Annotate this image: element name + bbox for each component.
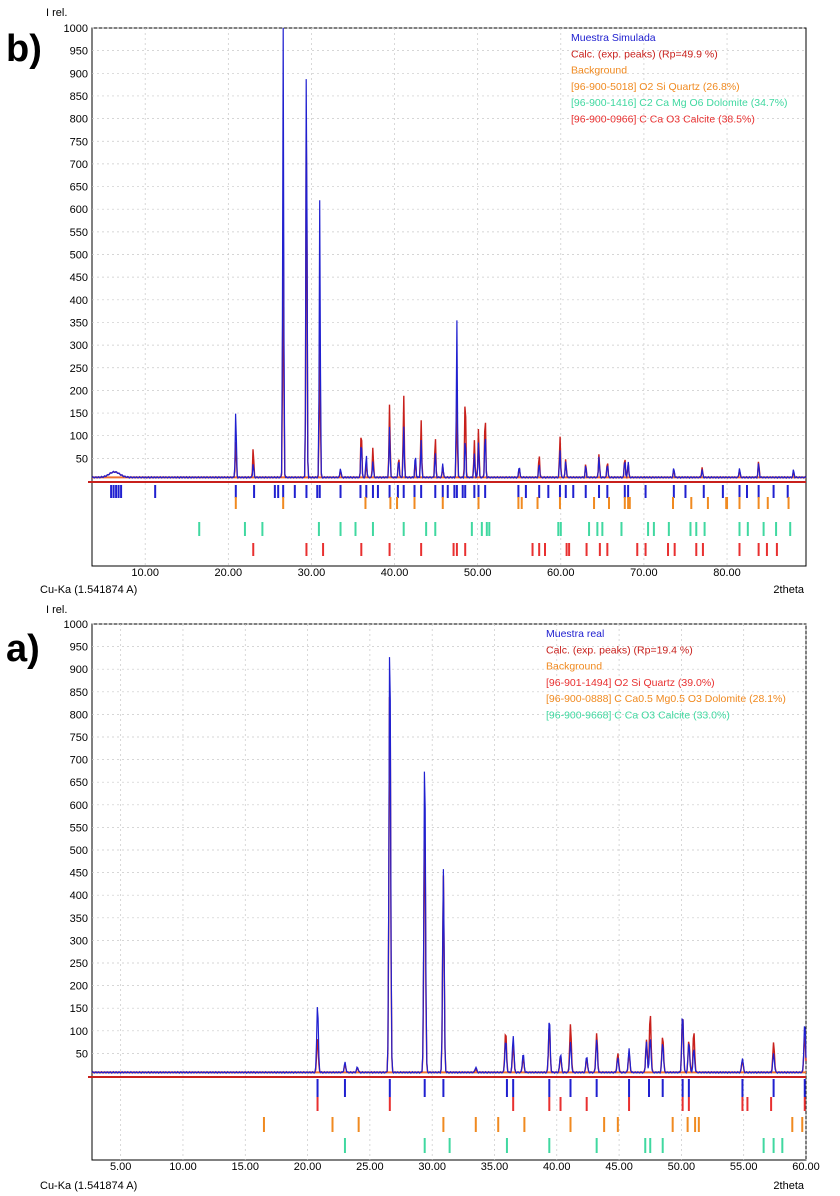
- chartb-y-tick-label: 250: [70, 363, 88, 375]
- chartb-x-tick-label: 40.00: [381, 567, 409, 579]
- chartb-y-tick-label: 550: [70, 227, 88, 239]
- panel-label-b: b): [6, 28, 42, 70]
- charta-x-tick-label: 5.00: [110, 1161, 131, 1173]
- chartb-y-tick-label: 900: [70, 68, 88, 80]
- charta-x-tick-label: 60.00: [792, 1161, 820, 1173]
- chartb-y-tick-label: 300: [70, 340, 88, 352]
- chartb-y-tick-label: 50: [76, 453, 88, 465]
- chartb-y-tick-label: 750: [70, 136, 88, 148]
- chartb-x-axis-label: 2theta: [773, 584, 804, 596]
- charta-measured-profile-line: [91, 657, 807, 1075]
- chartb-y-tick-label: 100: [70, 431, 88, 443]
- charta-y-tick-label: 650: [70, 777, 88, 789]
- panel-label-a: a): [6, 628, 40, 670]
- chartb-legend-entry: Calc. (exp. peaks) (Rp=49.9 %): [571, 48, 718, 60]
- charta-y-axis-label: I rel.: [46, 604, 67, 616]
- charta-y-tick-label: 800: [70, 709, 88, 721]
- charta-legend-entry: Background: [546, 661, 602, 673]
- charta-radiation-label: Cu-Ka (1.541874 A): [40, 1180, 137, 1192]
- chartb-y-tick-label: 950: [70, 46, 88, 58]
- chartb-x-tick-label: 70.00: [630, 567, 658, 579]
- chartb-legend-entry: Background: [571, 65, 627, 77]
- charta-x-tick-label: 25.00: [356, 1161, 384, 1173]
- charta-legend-entry: [96-900-0888] C Ca0.5 Mg0.5 O3 Dolomite …: [546, 693, 786, 705]
- chartb-measured-profile-line: [91, 27, 807, 480]
- charta-y-tick-label: 550: [70, 822, 88, 834]
- charta-legend-entry: [96-900-9668] C Ca O3 Calcite (33.0%): [546, 710, 730, 722]
- chartb-legend-entry: Muestra Simulada: [571, 32, 656, 44]
- charta-x-tick-label: 50.00: [668, 1161, 696, 1173]
- chartb-calculated-profile-line: [91, 125, 807, 480]
- chartb-panel: 50 100 150 200 250 300 350 400 450 500 550 600 650 70…: [40, 7, 807, 596]
- charta-x-tick-label: 10.00: [169, 1161, 197, 1173]
- charta-y-tick-label: 350: [70, 913, 88, 925]
- charta-y-tick-label: 500: [70, 845, 88, 857]
- charta-y-tick-label: 900: [70, 664, 88, 676]
- charta-x-tick-label: 30.00: [418, 1161, 446, 1173]
- chartb-x-tick-label: 50.00: [464, 567, 492, 579]
- charta-y-tick-label: 850: [70, 687, 88, 699]
- chartb-y-tick-label: 500: [70, 250, 88, 262]
- charta-y-tick-label: 150: [70, 1003, 88, 1015]
- chartb-y-tick-label: 1000: [64, 23, 88, 35]
- chartb-y-tick-label: 200: [70, 385, 88, 397]
- chartb-legend-entry: [96-900-5018] O2 Si Quartz (26.8%): [571, 81, 740, 93]
- charta-y-tick-label: 700: [70, 755, 88, 767]
- charta-x-tick-label: 15.00: [232, 1161, 260, 1173]
- chartb-y-tick-label: 700: [70, 159, 88, 171]
- charta-legend-entry: [96-901-1494] O2 Si Quartz (39.0%): [546, 677, 715, 689]
- charta-legend-entry: Calc. (exp. peaks) (Rp=19.4 %): [546, 644, 693, 656]
- chartb-x-tick-label: 60.00: [547, 567, 575, 579]
- charta-x-tick-label: 40.00: [543, 1161, 571, 1173]
- charta-y-tick-label: 300: [70, 935, 88, 947]
- chartb-y-tick-label: 350: [70, 317, 88, 329]
- chartb-y-tick-label: 650: [70, 182, 88, 194]
- chartb-radiation-label: Cu-Ka (1.541874 A): [40, 584, 137, 596]
- charta-calculated-profile-line: [91, 696, 807, 1074]
- chartb-x-tick-label: 80.00: [713, 567, 741, 579]
- charta-x-axis-label: 2theta: [773, 1180, 804, 1192]
- charta-panel: 50 100 150 200 250 300 350 400 450 500 550 600 650 70…: [40, 604, 820, 1192]
- chartb-x-tick-label: 20.00: [215, 567, 243, 579]
- charta-x-tick-label: 55.00: [730, 1161, 758, 1173]
- charta-y-tick-label: 250: [70, 958, 88, 970]
- charta-y-tick-label: 600: [70, 800, 88, 812]
- chartb-y-tick-label: 600: [70, 204, 88, 216]
- chartb-y-tick-label: 850: [70, 91, 88, 103]
- chartb-y-tick-label: 150: [70, 408, 88, 420]
- chartb-x-tick-label: 10.00: [131, 567, 159, 579]
- charta-y-tick-label: 450: [70, 868, 88, 880]
- chartb-y-tick-label: 450: [70, 272, 88, 284]
- charta-x-tick-label: 35.00: [481, 1161, 509, 1173]
- charta-x-tick-label: 20.00: [294, 1161, 322, 1173]
- charta-y-tick-label: 750: [70, 732, 88, 744]
- charta-y-tick-label: 200: [70, 981, 88, 993]
- charta-legend-entry: Muestra real: [546, 628, 604, 640]
- chartb-legend-entry: [96-900-1416] C2 Ca Mg O6 Dolomite (34.7…: [571, 97, 788, 109]
- charta-y-tick-label: 950: [70, 642, 88, 654]
- charta-y-tick-label: 50: [76, 1048, 88, 1060]
- chartb-y-axis-label: I rel.: [46, 7, 67, 19]
- charta-y-tick-label: 400: [70, 890, 88, 902]
- chartb-y-tick-label: 400: [70, 295, 88, 307]
- charta-y-tick-label: 100: [70, 1026, 88, 1038]
- chartb-legend-entry: [96-900-0966] C Ca O3 Calcite (38.5%): [571, 114, 755, 126]
- charta-x-tick-label: 45.00: [605, 1161, 633, 1173]
- chartb-y-tick-label: 800: [70, 114, 88, 126]
- charta-y-tick-label: 1000: [64, 619, 88, 631]
- chartb-x-tick-label: 30.00: [298, 567, 326, 579]
